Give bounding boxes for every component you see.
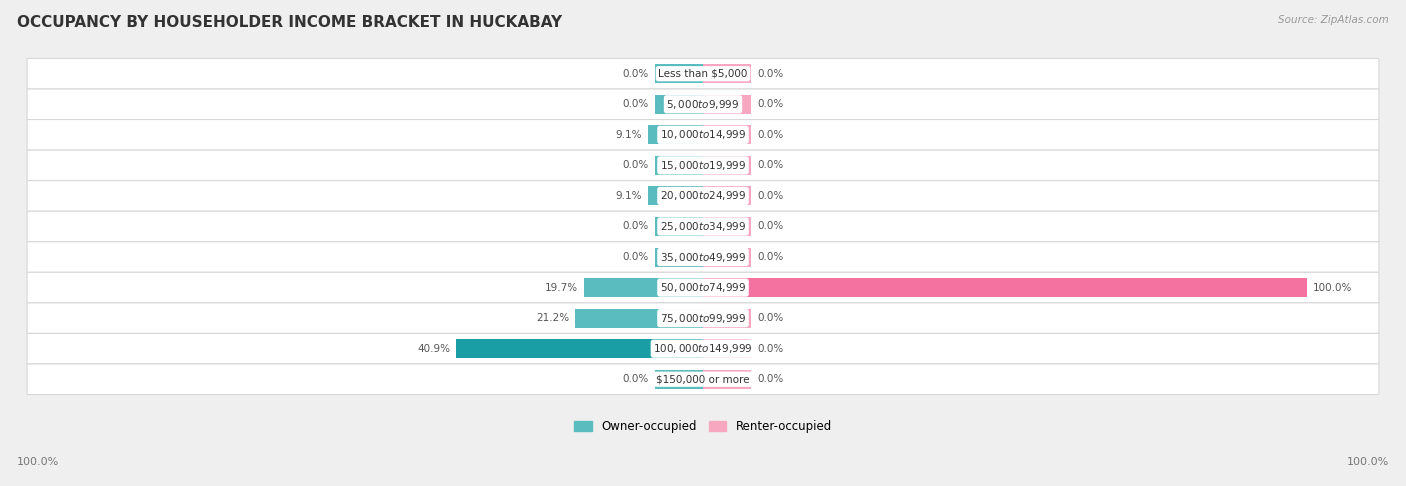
- FancyBboxPatch shape: [27, 150, 1379, 181]
- Text: 0.0%: 0.0%: [623, 222, 648, 231]
- Text: $100,000 to $149,999: $100,000 to $149,999: [654, 342, 752, 355]
- Text: 40.9%: 40.9%: [418, 344, 450, 354]
- Bar: [703, 156, 751, 175]
- FancyBboxPatch shape: [27, 181, 1379, 211]
- Text: 0.0%: 0.0%: [758, 374, 783, 384]
- Text: $35,000 to $49,999: $35,000 to $49,999: [659, 251, 747, 263]
- Text: 9.1%: 9.1%: [616, 191, 643, 201]
- Text: $10,000 to $14,999: $10,000 to $14,999: [659, 128, 747, 141]
- Bar: [655, 64, 703, 83]
- Text: 0.0%: 0.0%: [623, 160, 648, 171]
- Text: 19.7%: 19.7%: [546, 282, 578, 293]
- Text: 0.0%: 0.0%: [758, 222, 783, 231]
- FancyBboxPatch shape: [27, 272, 1379, 303]
- Bar: [655, 95, 703, 114]
- Bar: [703, 370, 751, 389]
- Bar: [703, 247, 751, 266]
- Bar: [575, 309, 703, 328]
- Legend: Owner-occupied, Renter-occupied: Owner-occupied, Renter-occupied: [569, 416, 837, 438]
- Text: 21.2%: 21.2%: [536, 313, 569, 323]
- Text: 0.0%: 0.0%: [758, 69, 783, 79]
- FancyBboxPatch shape: [27, 120, 1379, 150]
- Text: 0.0%: 0.0%: [758, 99, 783, 109]
- Text: Source: ZipAtlas.com: Source: ZipAtlas.com: [1278, 15, 1389, 25]
- Bar: [703, 95, 751, 114]
- Text: 0.0%: 0.0%: [758, 191, 783, 201]
- Bar: [655, 156, 703, 175]
- Text: Less than $5,000: Less than $5,000: [658, 69, 748, 79]
- FancyBboxPatch shape: [27, 242, 1379, 272]
- Text: 0.0%: 0.0%: [758, 344, 783, 354]
- Bar: [648, 125, 703, 144]
- FancyBboxPatch shape: [27, 364, 1379, 395]
- Text: 0.0%: 0.0%: [758, 252, 783, 262]
- Bar: [703, 339, 751, 358]
- Bar: [703, 309, 751, 328]
- Bar: [703, 187, 751, 206]
- FancyBboxPatch shape: [27, 58, 1379, 89]
- Text: 100.0%: 100.0%: [1347, 456, 1389, 467]
- Bar: [583, 278, 703, 297]
- Bar: [655, 247, 703, 266]
- Text: $75,000 to $99,999: $75,000 to $99,999: [659, 312, 747, 325]
- Text: $15,000 to $19,999: $15,000 to $19,999: [659, 159, 747, 172]
- Text: 0.0%: 0.0%: [623, 252, 648, 262]
- Bar: [648, 187, 703, 206]
- Text: 100.0%: 100.0%: [17, 456, 59, 467]
- Bar: [703, 278, 1306, 297]
- Bar: [655, 217, 703, 236]
- FancyBboxPatch shape: [27, 333, 1379, 364]
- Text: $50,000 to $74,999: $50,000 to $74,999: [659, 281, 747, 294]
- FancyBboxPatch shape: [27, 303, 1379, 333]
- Bar: [703, 64, 751, 83]
- Text: 0.0%: 0.0%: [623, 69, 648, 79]
- Text: OCCUPANCY BY HOUSEHOLDER INCOME BRACKET IN HUCKABAY: OCCUPANCY BY HOUSEHOLDER INCOME BRACKET …: [17, 15, 562, 30]
- Text: 100.0%: 100.0%: [1313, 282, 1353, 293]
- FancyBboxPatch shape: [27, 211, 1379, 242]
- Text: $25,000 to $34,999: $25,000 to $34,999: [659, 220, 747, 233]
- Text: $20,000 to $24,999: $20,000 to $24,999: [659, 190, 747, 203]
- Bar: [703, 125, 751, 144]
- Text: 0.0%: 0.0%: [758, 160, 783, 171]
- Bar: [655, 370, 703, 389]
- Text: $150,000 or more: $150,000 or more: [657, 374, 749, 384]
- Bar: [703, 217, 751, 236]
- Text: 0.0%: 0.0%: [623, 374, 648, 384]
- Text: $5,000 to $9,999: $5,000 to $9,999: [666, 98, 740, 111]
- Bar: [456, 339, 703, 358]
- Text: 0.0%: 0.0%: [758, 313, 783, 323]
- Text: 0.0%: 0.0%: [758, 130, 783, 140]
- Text: 0.0%: 0.0%: [623, 99, 648, 109]
- FancyBboxPatch shape: [27, 89, 1379, 120]
- Text: 9.1%: 9.1%: [616, 130, 643, 140]
